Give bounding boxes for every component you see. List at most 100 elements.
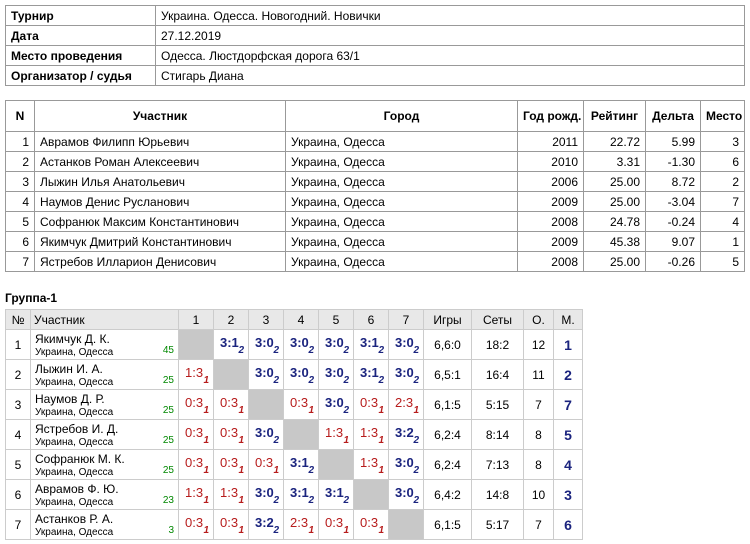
cell: 3 xyxy=(5,171,35,192)
group-row: 7 Астанков Р. А. Украина, Одесса 3 0:3 1 0:3 1 3… xyxy=(5,509,583,540)
result-cell: 3:0 2 xyxy=(248,419,284,450)
result-cell: 3:1 2 xyxy=(213,329,249,360)
info-label: Организатор / судья xyxy=(5,65,156,86)
player-rating: 45 xyxy=(162,345,174,356)
player-name: Якимчук Д. К. xyxy=(35,332,110,346)
header-cell: N xyxy=(5,100,35,132)
header-cell: Участник xyxy=(30,309,179,330)
diagonal-cell xyxy=(388,509,424,540)
cell: 3.31 xyxy=(583,151,646,172)
match-points: 2 xyxy=(343,345,349,356)
match-points: 1 xyxy=(378,435,384,446)
header-cell: 2 xyxy=(213,309,249,330)
score: 0:3 xyxy=(220,455,239,470)
cell: 24.78 xyxy=(583,211,646,232)
cell: Украина, Одесса xyxy=(285,211,518,232)
cell: Лыжин Илья Анатольевич xyxy=(34,171,286,192)
cell: 9.07 xyxy=(645,231,701,252)
player: Якимчук Д. К. Украина, Одесса 45 xyxy=(30,329,179,360)
score: 3:0 xyxy=(290,365,309,380)
header-cell: О. xyxy=(523,309,554,330)
result-cell: 0:3 1 xyxy=(353,389,389,420)
cell: 5 xyxy=(5,211,35,232)
header-cell: 3 xyxy=(248,309,284,330)
match-points: 1 xyxy=(203,525,209,536)
player-city: Украина, Одесса xyxy=(35,377,114,388)
player-name: Софранюк М. К. xyxy=(35,452,125,466)
cell: 6 xyxy=(700,151,745,172)
points: 7 xyxy=(523,389,554,420)
place: 5 xyxy=(553,419,583,450)
match-points: 2 xyxy=(273,495,279,506)
header-cell: Рейтинг xyxy=(583,100,646,132)
score: 0:3 xyxy=(220,395,239,410)
cell: 1 xyxy=(5,131,35,152)
cell: -0.24 xyxy=(645,211,701,232)
score: 3:0 xyxy=(255,485,274,500)
result-cell: 3:0 2 xyxy=(248,479,284,510)
cell: Софранюк Максим Константинович xyxy=(34,211,286,232)
cell: Украина, Одесса xyxy=(285,171,518,192)
cell: 5.99 xyxy=(645,131,701,152)
diagonal-cell xyxy=(318,449,354,480)
place: 3 xyxy=(553,479,583,510)
group-row: 1 Якимчук Д. К. Украина, Одесса 45 3:1 2 3:0 2 3… xyxy=(5,329,583,360)
games: 6,1:5 xyxy=(423,509,472,540)
games: 6,4:2 xyxy=(423,479,472,510)
result-cell: 0:3 1 xyxy=(353,509,389,540)
result-cell: 0:3 1 xyxy=(178,419,214,450)
player-name: Наумов Д. Р. xyxy=(35,392,105,406)
score: 3:0 xyxy=(325,395,344,410)
cell: Украина, Одесса xyxy=(285,251,518,272)
number: 5 xyxy=(5,449,31,480)
cell: Ястребов Илларион Денисович xyxy=(34,251,286,272)
match-points: 1 xyxy=(343,525,349,536)
cell: 2009 xyxy=(517,191,584,212)
player: Софранюк М. К. Украина, Одесса 25 xyxy=(30,449,179,480)
diagonal-cell xyxy=(283,419,319,450)
score: 1:3 xyxy=(360,425,379,440)
info-row: Организатор / судья Стигарь Диана xyxy=(5,65,745,86)
match-points: 2 xyxy=(343,375,349,386)
place: 2 xyxy=(553,359,583,390)
cell: 1 xyxy=(700,231,745,252)
match-points: 1 xyxy=(238,435,244,446)
score: 2:3 xyxy=(395,395,414,410)
group-row: 2 Лыжин И. А. Украина, Одесса 25 1:3 1 3:0 2 3:0… xyxy=(5,359,583,390)
header-cell: Дельта xyxy=(645,100,701,132)
result-cell: 3:0 2 xyxy=(388,449,424,480)
score: 0:3 xyxy=(185,515,204,530)
score: 3:0 xyxy=(325,335,344,350)
games: 6,5:1 xyxy=(423,359,472,390)
result-cell: 0:3 1 xyxy=(178,389,214,420)
participants-table: N Участник Город Год рожд. Рейтинг Дельта Мест… xyxy=(5,100,745,272)
score: 3:2 xyxy=(255,515,274,530)
score: 3:0 xyxy=(325,365,344,380)
cell: Украина, Одесса xyxy=(285,231,518,252)
score: 3:0 xyxy=(395,455,414,470)
cell: 2011 xyxy=(517,131,584,152)
score: 0:3 xyxy=(185,425,204,440)
participant-row: 1 Аврамов Филипп Юрьевич Украина, Одесса 20… xyxy=(5,131,745,152)
diagonal-cell xyxy=(178,329,214,360)
info-value: 27.12.2019 xyxy=(155,25,745,46)
result-cell: 3:0 2 xyxy=(318,359,354,390)
cell: 2009 xyxy=(517,231,584,252)
result-cell: 1:3 1 xyxy=(213,479,249,510)
cell: 4 xyxy=(5,191,35,212)
match-points: 2 xyxy=(273,375,279,386)
header-cell: 6 xyxy=(353,309,389,330)
diagonal-cell xyxy=(213,359,249,390)
header-cell: 1 xyxy=(178,309,214,330)
player-rating: 25 xyxy=(162,435,174,446)
info-label: Дата xyxy=(5,25,156,46)
result-cell: 3:2 2 xyxy=(248,509,284,540)
match-points: 1 xyxy=(238,525,244,536)
player-name: Лыжин И. А. xyxy=(35,362,103,376)
player-rating: 23 xyxy=(162,495,174,506)
score: 1:3 xyxy=(185,485,204,500)
match-points: 1 xyxy=(378,405,384,416)
games: 6,1:5 xyxy=(423,389,472,420)
cell: 2008 xyxy=(517,211,584,232)
match-points: 1 xyxy=(203,435,209,446)
